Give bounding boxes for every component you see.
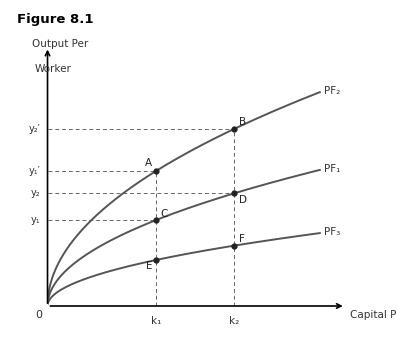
Text: E: E — [146, 261, 152, 271]
Text: D: D — [239, 195, 247, 205]
Text: Figure 8.1: Figure 8.1 — [17, 13, 94, 26]
Text: k₁: k₁ — [151, 316, 162, 326]
Text: Capital Per Worker: Capital Per Worker — [350, 310, 396, 320]
Text: PF₂: PF₂ — [324, 86, 341, 96]
Text: y₂: y₂ — [31, 188, 40, 199]
Text: k₂: k₂ — [229, 316, 239, 326]
Text: PF₁: PF₁ — [324, 164, 341, 174]
Text: C: C — [161, 209, 168, 219]
Text: Worker: Worker — [34, 64, 72, 74]
Text: Output Per: Output Per — [32, 39, 88, 49]
Text: B: B — [239, 117, 246, 126]
Text: y₁: y₁ — [31, 215, 40, 225]
Text: A: A — [145, 158, 152, 168]
Text: 0: 0 — [35, 310, 42, 320]
Text: F: F — [239, 235, 245, 244]
Text: y₂′: y₂′ — [29, 124, 40, 134]
Text: PF₃: PF₃ — [324, 227, 341, 237]
Text: y₁′: y₁′ — [29, 166, 40, 176]
